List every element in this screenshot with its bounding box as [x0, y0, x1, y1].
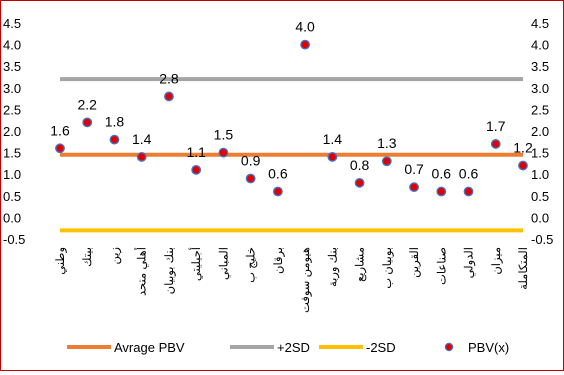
pbv-point [272, 186, 283, 197]
pbv-point [136, 152, 147, 162]
x-category-label: ميزان [490, 247, 503, 275]
x-category-label: بيتك [81, 247, 94, 267]
pbv-point [490, 139, 501, 149]
data-label: 1.6 [50, 122, 70, 138]
data-label: 1.5 [214, 127, 234, 143]
y-tick-label-right: 0.0 [531, 210, 549, 225]
x-category-label: بنك وربة [326, 247, 339, 287]
y-tick-label-left: 3.5 [3, 59, 21, 74]
data-label: 0.7 [404, 161, 424, 177]
x-category-label: القرين [408, 247, 421, 278]
pbv-point [191, 164, 202, 175]
y-tick-label-right: 4.5 [531, 16, 549, 31]
data-label: 4.0 [295, 19, 315, 35]
pbv-point [300, 39, 311, 50]
x-category-label: الدولي [463, 247, 476, 278]
y-tick-label-right: 4.0 [531, 38, 549, 53]
x-category-label: المباني [217, 247, 230, 280]
y-tick-label-left: -0.5 [3, 232, 25, 247]
data-label: 1.2 [513, 140, 533, 156]
y-tick-label-left: 0.5 [3, 189, 21, 204]
pbv-point [109, 134, 120, 145]
pbv-point [463, 186, 474, 197]
data-label: 1.3 [377, 135, 397, 151]
x-axis-categories: وطني بيتك زين أهلي متحد بنك بوبيان أجيليتي الم… [54, 247, 530, 313]
x-category-label: صناعات [435, 247, 448, 285]
x-category-label: أهلي متحد [134, 247, 149, 296]
y-tick-label-left: 2.0 [3, 124, 21, 139]
y-tick-label-left: 3.0 [3, 81, 21, 96]
x-category-label: برقان [272, 247, 285, 274]
data-label: 1.8 [105, 114, 125, 130]
y-tick-label-left: 0.0 [3, 210, 21, 225]
data-label: 0.6 [268, 165, 288, 181]
legend-item: Avrage PBV [67, 340, 185, 355]
pbv-point [354, 177, 365, 188]
data-label: 1.1 [186, 144, 206, 160]
x-category-label: زين [109, 247, 121, 265]
y-axis-left: -0.5 0.0 0.5 1.0 1.5 2.0 2.5 3.0 3.5 4.0 4.5 [3, 16, 25, 247]
x-category-label: وطني [54, 247, 67, 275]
data-label: 1.4 [323, 131, 343, 147]
y-tick-label-left: 1.0 [3, 167, 21, 182]
pbv-point [327, 152, 338, 162]
legend-item: PBV(x) [444, 340, 509, 355]
x-category-label: المتكاملة [517, 247, 530, 290]
legend-label: Avrage PBV [114, 340, 185, 355]
y-tick-label-right: 0.5 [531, 189, 549, 204]
x-category-label: بنك بوبيان [163, 247, 176, 294]
x-category-label: مشاريع [354, 247, 367, 282]
data-label: 0.9 [241, 153, 261, 169]
pbv-point [381, 156, 392, 167]
y-tick-label-right: 2.0 [531, 124, 549, 139]
y-tick-label-left: 4.0 [3, 38, 21, 53]
pbv-point [518, 160, 528, 171]
y-axis-right: -0.5 0.0 0.5 1.0 1.5 2.0 2.5 3.0 3.5 4.0 4.5 [531, 16, 553, 247]
y-tick-label-right: 2.5 [531, 102, 549, 117]
x-category-label: بوبيان ب [381, 247, 394, 289]
pbv-points: 1.6 2.2 1.8 1.4 2.8 1.1 1.5 0.9 0.6 4.0 1.4 0.8 1.3 0… [50, 19, 533, 197]
y-tick-label-left: 4.5 [3, 16, 21, 31]
y-tick-label-left: 1.5 [3, 146, 21, 161]
data-label: 1.7 [486, 118, 506, 134]
y-tick-label-right: 3.0 [531, 81, 549, 96]
data-label: 2.8 [159, 70, 179, 86]
legend-label: -2SD [366, 340, 396, 355]
pbv-point [409, 182, 419, 193]
data-label: 0.6 [432, 165, 452, 181]
pbv-point [82, 117, 93, 128]
legend-swatch-marker [444, 342, 454, 352]
x-category-label: أجيليتي [188, 247, 203, 281]
pbv-point [436, 186, 447, 197]
legend-item: -2SD [319, 340, 396, 355]
x-category-label: هيومن سوفت [300, 247, 312, 313]
pbv-point [218, 147, 229, 158]
legend-label: +2SD [277, 340, 310, 355]
x-category-label: خليج ب [245, 247, 258, 283]
data-label: 0.8 [350, 157, 370, 173]
pbv-point [245, 173, 256, 184]
data-label: 0.6 [459, 165, 479, 181]
y-tick-label-right: 1.5 [531, 146, 549, 161]
data-label: 2.2 [78, 96, 98, 112]
legend: Avrage PBV +2SD -2SD PBV(x) [67, 340, 509, 355]
legend-label: PBV(x) [468, 340, 509, 355]
y-tick-label-left: 2.5 [3, 102, 21, 117]
data-label: 1.4 [132, 131, 152, 147]
pbv-point [164, 91, 174, 102]
y-tick-label-right: 3.5 [531, 59, 549, 74]
y-tick-label-right: 1.0 [531, 167, 549, 182]
y-tick-label-right: -0.5 [531, 232, 553, 247]
pbv-point [55, 143, 65, 154]
legend-item: +2SD [230, 340, 310, 355]
reference-lines [60, 77, 523, 233]
